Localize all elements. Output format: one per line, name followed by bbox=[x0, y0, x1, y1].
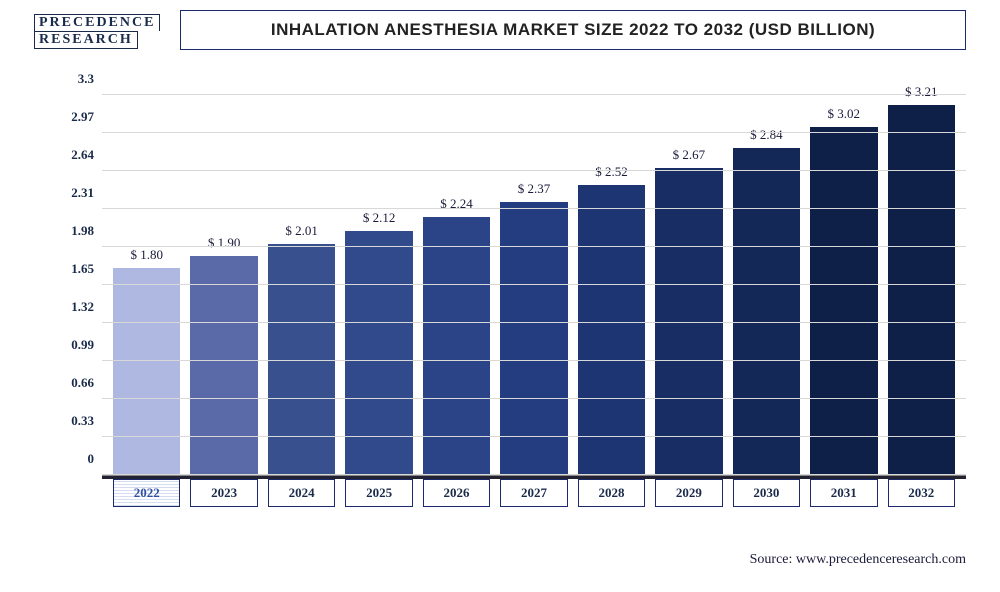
x-category-label: 2030 bbox=[733, 479, 800, 507]
bar bbox=[888, 105, 955, 475]
brand-logo: PRECEDENCE RESEARCH bbox=[34, 14, 160, 49]
bar-value-label: $ 2.67 bbox=[673, 147, 706, 163]
bar bbox=[345, 231, 412, 475]
bar bbox=[500, 202, 567, 475]
y-tick-label: 0.99 bbox=[71, 337, 94, 353]
bar bbox=[113, 268, 180, 475]
chart-title: INHALATION ANESTHESIA MARKET SIZE 2022 T… bbox=[180, 10, 966, 50]
gridline bbox=[102, 246, 966, 247]
gridline bbox=[102, 360, 966, 361]
bar-value-label: $ 3.21 bbox=[905, 84, 938, 100]
source-attribution: Source: www.precedenceresearch.com bbox=[750, 552, 966, 568]
gridline bbox=[102, 170, 966, 171]
logo-line1: PRECEDENCE bbox=[34, 14, 160, 31]
gridline bbox=[102, 208, 966, 209]
gridline bbox=[102, 474, 966, 475]
x-category-label: 2026 bbox=[423, 479, 490, 507]
gridline bbox=[102, 284, 966, 285]
x-category-label: 2023 bbox=[190, 479, 257, 507]
y-tick-label: 2.31 bbox=[71, 185, 94, 201]
bar-value-label: $ 3.02 bbox=[828, 106, 861, 122]
y-tick-label: 0.66 bbox=[71, 375, 94, 391]
source-text: Source: www.precedenceresearch.com bbox=[750, 552, 966, 567]
gridline bbox=[102, 94, 966, 95]
plot-region: $ 1.80 $ 1.90 $ 2.01 $ 2.12 $ 2.24 $ 2.37 $ 2.… bbox=[102, 72, 966, 477]
bar-value-label: $ 2.52 bbox=[595, 164, 628, 180]
chart-title-text: INHALATION ANESTHESIA MARKET SIZE 2022 T… bbox=[271, 20, 875, 40]
x-category-label: 2028 bbox=[578, 479, 645, 507]
bar bbox=[190, 256, 257, 475]
x-axis: 2022 2023 2024 2025 2026 2027 2028 2029 2030 2031… bbox=[102, 479, 966, 507]
y-tick-label: 1.32 bbox=[71, 299, 94, 315]
x-category-label: 2025 bbox=[345, 479, 412, 507]
bar-value-label: $ 1.80 bbox=[130, 247, 163, 263]
gridline bbox=[102, 322, 966, 323]
bar-value-label: $ 2.24 bbox=[440, 196, 473, 212]
y-tick-label: 3.3 bbox=[78, 71, 94, 87]
bar bbox=[578, 185, 645, 475]
x-category-label: 2031 bbox=[810, 479, 877, 507]
bar bbox=[733, 148, 800, 475]
y-tick-label: 0 bbox=[88, 451, 95, 467]
gridline bbox=[102, 436, 966, 437]
y-tick-label: 0.33 bbox=[71, 413, 94, 429]
x-category-label: 2032 bbox=[888, 479, 955, 507]
y-tick-label: 1.65 bbox=[71, 261, 94, 277]
logo-line2: RESEARCH bbox=[34, 31, 138, 49]
bar-value-label: $ 2.12 bbox=[363, 210, 396, 226]
x-category-label: 2027 bbox=[500, 479, 567, 507]
bar-value-label: $ 2.37 bbox=[518, 181, 551, 197]
gridline bbox=[102, 398, 966, 399]
x-category-label: 2024 bbox=[268, 479, 335, 507]
y-tick-label: 2.97 bbox=[71, 109, 94, 125]
bar-value-label: $ 1.90 bbox=[208, 235, 241, 251]
y-tick-label: 2.64 bbox=[71, 147, 94, 163]
bar-value-label: $ 2.01 bbox=[285, 223, 318, 239]
x-category-label: 2029 bbox=[655, 479, 722, 507]
bar bbox=[810, 127, 877, 475]
y-tick-label: 1.98 bbox=[71, 223, 94, 239]
bar-value-label: $ 2.84 bbox=[750, 127, 783, 143]
gridline bbox=[102, 132, 966, 133]
x-category-label: 2022 bbox=[113, 479, 180, 507]
chart-area: $ 1.80 $ 1.90 $ 2.01 $ 2.12 $ 2.24 $ 2.37 $ 2.… bbox=[60, 72, 966, 507]
